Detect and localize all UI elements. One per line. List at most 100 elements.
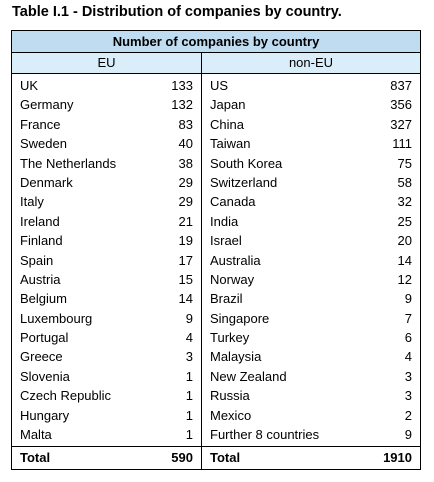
company-count: 2 bbox=[404, 407, 412, 423]
table-row: Switzerland 58 bbox=[202, 173, 420, 192]
table-row: Czech Republic 1 bbox=[12, 386, 201, 405]
country-name: Luxembourg bbox=[20, 310, 93, 326]
company-count: 1 bbox=[185, 407, 193, 423]
company-count: 75 bbox=[397, 155, 412, 171]
country-name: France bbox=[20, 116, 61, 132]
total-row: Total 590 Total 1910 bbox=[12, 447, 420, 470]
country-name: Denmark bbox=[20, 174, 73, 190]
country-name: Australia bbox=[210, 252, 261, 268]
country-name: Ireland bbox=[20, 213, 60, 229]
company-count: 32 bbox=[397, 194, 412, 210]
company-count: 25 bbox=[397, 213, 412, 229]
company-count: 1 bbox=[185, 388, 193, 404]
country-name: Mexico bbox=[210, 407, 252, 423]
non-eu-rows: US 837 Japan 356 China 327 Taiwan 111 South Kore… bbox=[202, 74, 420, 446]
table-row: France 83 bbox=[12, 115, 201, 134]
table-row: Mexico 2 bbox=[202, 406, 420, 425]
company-count: 14 bbox=[397, 252, 412, 268]
table-row: Israel 20 bbox=[202, 231, 420, 250]
table-row: India 25 bbox=[202, 212, 420, 231]
table-row: Japan 356 bbox=[202, 95, 420, 114]
company-count: 3 bbox=[185, 349, 193, 365]
table-row: Austria 15 bbox=[12, 270, 201, 289]
table-row: Greece 3 bbox=[12, 347, 201, 366]
country-name: Canada bbox=[210, 194, 256, 210]
table-row: Turkey 6 bbox=[202, 328, 420, 347]
eu-total-cell: Total 590 bbox=[12, 447, 202, 470]
country-name: India bbox=[210, 213, 239, 229]
company-count: 356 bbox=[390, 97, 412, 113]
table-row: Luxembourg 9 bbox=[12, 309, 201, 328]
country-name: Further 8 countries bbox=[210, 427, 320, 443]
country-name: The Netherlands bbox=[20, 155, 117, 171]
company-count: 111 bbox=[392, 136, 412, 152]
table-row: Malta 1 bbox=[12, 425, 201, 444]
company-count: 4 bbox=[404, 349, 412, 365]
country-name: Singapore bbox=[210, 310, 270, 326]
country-name: Portugal bbox=[20, 330, 69, 346]
country-name: Greece bbox=[20, 349, 63, 365]
company-count: 20 bbox=[397, 233, 412, 249]
eu-rows: UK 133 Germany 132 France 83 Sweden 40 The Nethe… bbox=[12, 74, 202, 447]
table-row: Spain 17 bbox=[12, 251, 201, 270]
country-name: Austria bbox=[20, 271, 61, 287]
table-row: Ireland 21 bbox=[12, 212, 201, 231]
country-name: Russia bbox=[210, 388, 250, 404]
country-name: US bbox=[210, 78, 229, 93]
country-name: Taiwan bbox=[210, 136, 251, 152]
table-row: Italy 29 bbox=[12, 192, 201, 211]
company-count: 9 bbox=[404, 291, 412, 307]
table-row: China 327 bbox=[202, 115, 420, 134]
table-row: Finland 19 bbox=[12, 231, 201, 250]
country-name: Malta bbox=[20, 427, 52, 443]
table-row: New Zealand 3 bbox=[202, 367, 420, 386]
company-count: 58 bbox=[397, 174, 412, 190]
company-count: 7 bbox=[404, 310, 412, 326]
country-name: China bbox=[210, 116, 244, 132]
company-count: 38 bbox=[178, 155, 193, 171]
companies-table: Number of companies by country EU non-EU… bbox=[11, 30, 421, 471]
company-count: 3 bbox=[404, 368, 412, 384]
company-count: 21 bbox=[178, 213, 193, 229]
non-eu-total-value: 1910 bbox=[383, 450, 412, 466]
table-row: The Netherlands 38 bbox=[12, 154, 201, 173]
table-body: UK 133 Germany 132 France 83 Sweden 40 The Nethe… bbox=[12, 74, 420, 448]
country-name: Norway bbox=[210, 271, 255, 287]
company-count: 327 bbox=[390, 116, 412, 132]
company-count: 14 bbox=[178, 291, 193, 307]
table-main-header: Number of companies by country bbox=[12, 31, 420, 53]
company-count: 837 bbox=[390, 78, 412, 93]
company-count: 1 bbox=[185, 368, 193, 384]
country-name: Finland bbox=[20, 233, 63, 249]
table-row: Norway 12 bbox=[202, 270, 420, 289]
table-column-headers: EU non-EU bbox=[12, 53, 420, 74]
eu-total-value: 590 bbox=[171, 450, 193, 466]
table-row: Malaysia 4 bbox=[202, 347, 420, 366]
country-name: Italy bbox=[20, 194, 44, 210]
table-row: Canada 32 bbox=[202, 192, 420, 211]
company-count: 40 bbox=[178, 136, 193, 152]
eu-total-label: Total bbox=[20, 450, 51, 466]
company-count: 83 bbox=[178, 116, 193, 132]
country-name: New Zealand bbox=[210, 368, 287, 384]
table-title: Table I.1 - Distribution of companies by… bbox=[12, 4, 342, 20]
country-name: UK bbox=[20, 78, 39, 93]
company-count: 19 bbox=[178, 233, 193, 249]
company-count: 12 bbox=[397, 271, 412, 287]
company-count: 6 bbox=[404, 330, 412, 346]
table-row: US 837 bbox=[202, 76, 420, 95]
table-row: Australia 14 bbox=[202, 251, 420, 270]
table-row: Belgium 14 bbox=[12, 289, 201, 308]
country-name: Switzerland bbox=[210, 174, 278, 190]
company-count: 133 bbox=[171, 78, 193, 93]
country-name: Czech Republic bbox=[20, 388, 112, 404]
country-name: Israel bbox=[210, 233, 242, 249]
table-row: Russia 3 bbox=[202, 386, 420, 405]
table-row: Taiwan 111 bbox=[202, 134, 420, 153]
company-count: 1 bbox=[185, 427, 193, 443]
country-name: Brazil bbox=[210, 291, 243, 307]
company-count: 3 bbox=[404, 388, 412, 404]
company-count: 29 bbox=[178, 194, 193, 210]
table-row: Slovenia 1 bbox=[12, 367, 201, 386]
